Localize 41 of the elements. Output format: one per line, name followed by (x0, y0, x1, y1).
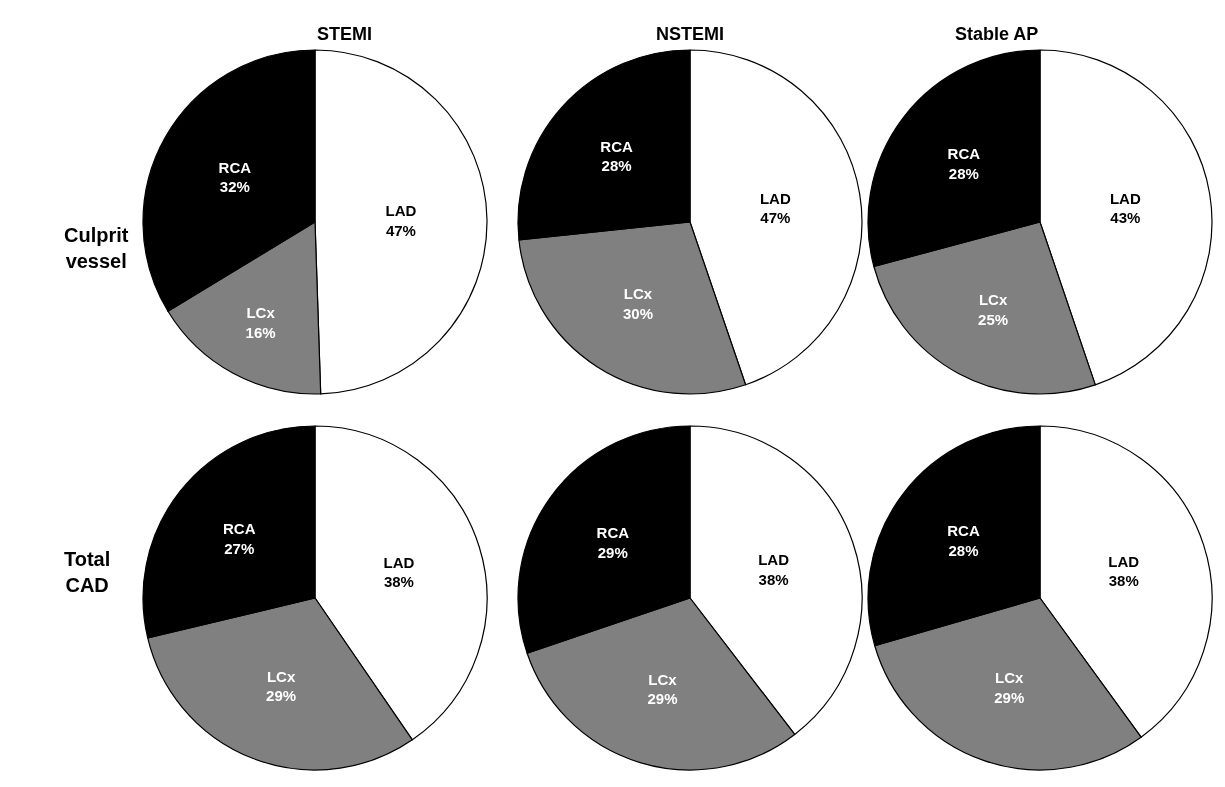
slice-label: LAD (383, 553, 415, 571)
slice-label: LAD (758, 551, 790, 569)
data-label: 30% (623, 304, 654, 322)
text: Total CAD (64, 548, 111, 596)
data-label: 25% (978, 310, 1009, 328)
slice-label: LAD (759, 189, 791, 207)
chart-title: STEMI (317, 24, 373, 44)
data-label: 29% (266, 687, 297, 705)
chart-title: NSTEMI (656, 24, 725, 44)
slice-label: LAD (385, 202, 417, 220)
data-label: 28% (601, 157, 632, 175)
slice-label: LCx (266, 667, 296, 685)
slice-label: LCx (648, 670, 678, 688)
slice-label: RCA (218, 158, 252, 176)
slice-label: LCx (246, 304, 276, 322)
slice-label: RCA (947, 522, 980, 540)
slice-label: LCx (995, 669, 1025, 687)
data-label: 29% (597, 543, 628, 561)
chart-title: Stable AP (955, 24, 1039, 44)
slice-label: LAD (1108, 552, 1140, 570)
slice-label: LCx (978, 291, 1008, 309)
data-label: 27% (224, 539, 255, 557)
slice-label: RCA (947, 145, 981, 163)
data-label: 38% (383, 573, 414, 591)
slice-label: LAD (1109, 189, 1141, 207)
data-label: 38% (758, 570, 789, 588)
slice-label: RCA (600, 137, 633, 155)
text: Culprit vessel (64, 224, 129, 272)
data-label: 29% (994, 688, 1025, 706)
data-label: 32% (219, 178, 250, 196)
data-label: 28% (948, 541, 979, 559)
slice-label: LCx (623, 285, 653, 303)
data-label: 43% (1110, 209, 1141, 227)
data-label: 28% (948, 164, 979, 182)
slice-label: RCA (223, 520, 256, 538)
data-label: 38% (1108, 572, 1139, 590)
data-label: 47% (760, 209, 791, 227)
slice-label: RCA (596, 524, 630, 542)
data-label: 29% (647, 690, 678, 708)
data-label: 16% (245, 323, 276, 341)
data-label: 47% (385, 221, 416, 239)
